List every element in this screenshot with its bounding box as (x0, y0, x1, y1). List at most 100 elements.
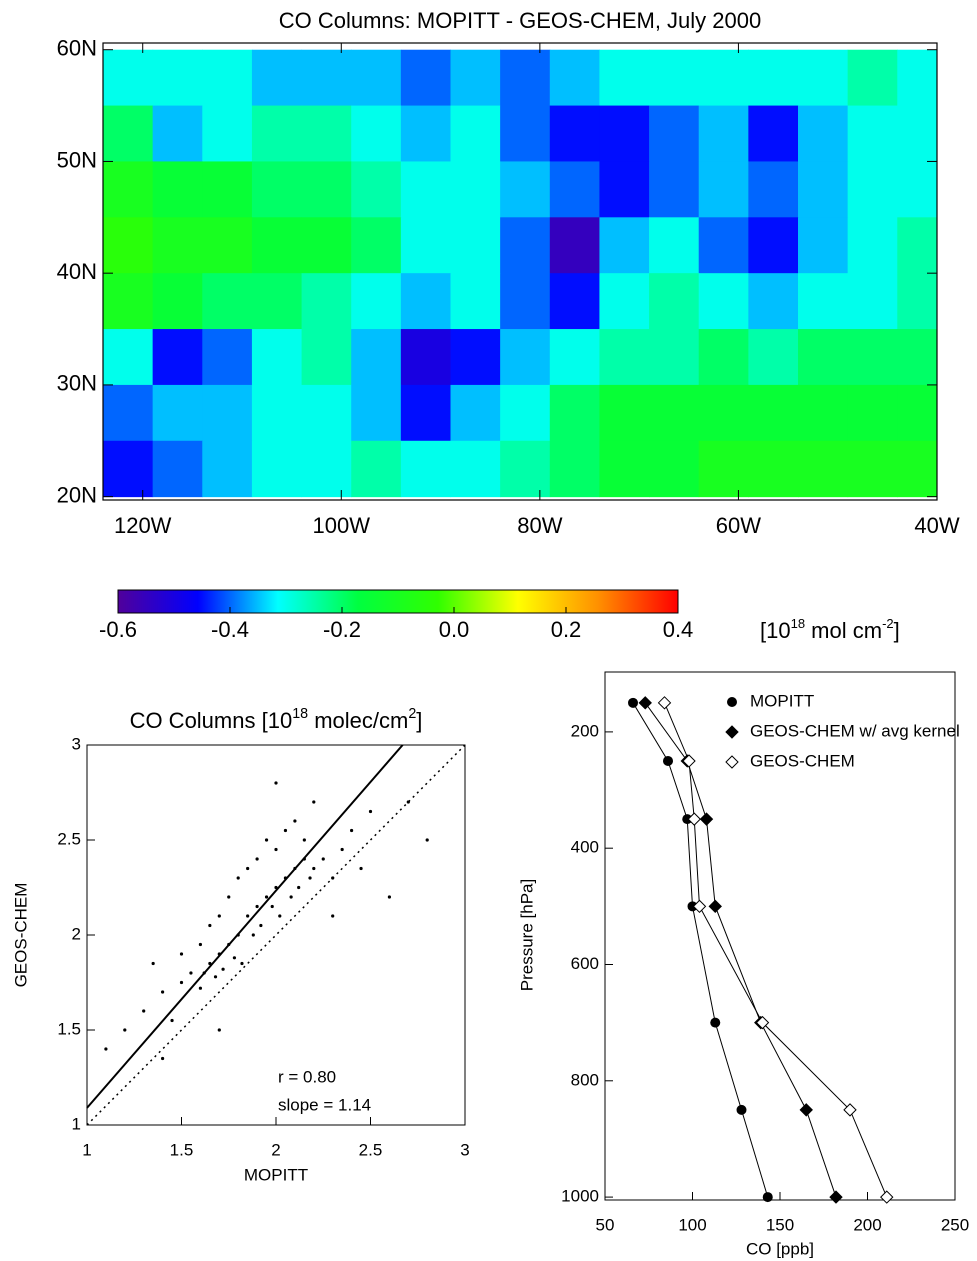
cell (798, 384, 849, 442)
cell (301, 329, 352, 386)
cell (301, 440, 352, 498)
x-tick-label: 250 (941, 1215, 969, 1234)
superscript: 18 (791, 616, 805, 631)
cell (798, 161, 849, 218)
cell (103, 384, 154, 442)
point (264, 895, 269, 899)
point (283, 876, 288, 880)
title: CO Columns [1018 molec/cm2] (130, 706, 423, 733)
cell (649, 217, 700, 274)
point (170, 1018, 174, 1023)
y-tick-label: 2 (72, 924, 81, 943)
cell (847, 329, 898, 386)
cell (202, 49, 253, 107)
cell (549, 440, 600, 498)
cell (549, 161, 600, 218)
cell (450, 49, 501, 107)
point (270, 904, 274, 909)
cell (103, 161, 154, 218)
point (308, 876, 312, 880)
cell (897, 161, 937, 218)
cell (847, 105, 898, 162)
x-tick-label: 150 (766, 1215, 794, 1234)
x-tick-label: 2 (271, 1140, 280, 1159)
point (406, 800, 410, 804)
annotation: slope = 1.14 (278, 1095, 371, 1114)
point (123, 1028, 127, 1032)
cell (301, 273, 352, 330)
cell (798, 49, 849, 107)
cell (549, 217, 600, 274)
cell (450, 384, 501, 442)
marker (699, 812, 714, 826)
cell (202, 105, 253, 162)
y-tick-label: 1.5 (57, 1019, 81, 1038)
point (202, 971, 206, 975)
cell (897, 217, 937, 274)
colorbar-label: [1018 mol cm-2] (760, 616, 900, 643)
cell (599, 49, 650, 107)
point (240, 961, 244, 966)
point (217, 1028, 221, 1032)
cell (698, 105, 749, 162)
series-line (644, 702, 837, 1198)
cell (251, 161, 303, 218)
cell (748, 440, 799, 498)
marker (880, 1190, 894, 1204)
cell (599, 440, 650, 498)
x-tick-label: 2.5 (359, 1140, 383, 1159)
cell (251, 49, 303, 107)
cell (847, 49, 898, 107)
cell (500, 384, 551, 442)
cell (599, 105, 650, 162)
cell (897, 105, 937, 162)
cell (698, 273, 749, 330)
cell (748, 217, 799, 274)
point (340, 847, 344, 852)
colorbar (117, 589, 679, 614)
cell (748, 161, 799, 218)
cell (152, 329, 203, 386)
point (217, 914, 221, 918)
cell (351, 217, 402, 274)
x-tick-label: 60W (716, 513, 761, 538)
cell (400, 384, 451, 442)
point (293, 866, 297, 871)
y-tick-label: 20N (57, 482, 97, 507)
x-tick-label: 3 (460, 1140, 469, 1159)
cell (698, 329, 749, 386)
cell (798, 105, 849, 162)
cell (549, 273, 600, 330)
y-axis-label: Pressure [hPa] (517, 879, 536, 991)
cell (450, 105, 501, 162)
marker (687, 812, 701, 826)
point (142, 1009, 146, 1013)
point (274, 885, 278, 890)
cell (450, 273, 501, 330)
superscript: 18 (292, 706, 308, 722)
point (274, 781, 278, 785)
cell (450, 440, 501, 498)
cell (847, 273, 898, 330)
cell (748, 273, 799, 330)
cell (649, 49, 700, 107)
text-part: mol cm (805, 618, 882, 643)
cell (549, 384, 600, 442)
cell (152, 217, 203, 274)
x-tick-label: 1 (82, 1140, 91, 1159)
cell (301, 384, 352, 442)
cell (351, 329, 402, 386)
cell (202, 329, 253, 386)
cell (599, 273, 650, 330)
y-axis-label: GEOS-CHEM (11, 883, 30, 988)
point (255, 857, 259, 861)
cell (649, 273, 700, 330)
point (104, 1047, 108, 1051)
text-part: ] (416, 708, 422, 733)
cell (549, 49, 600, 107)
cells (103, 49, 937, 498)
cell (450, 161, 501, 218)
y-tick-label: 800 (571, 1070, 599, 1089)
colorbar-tick-label: 0.2 (551, 617, 582, 642)
